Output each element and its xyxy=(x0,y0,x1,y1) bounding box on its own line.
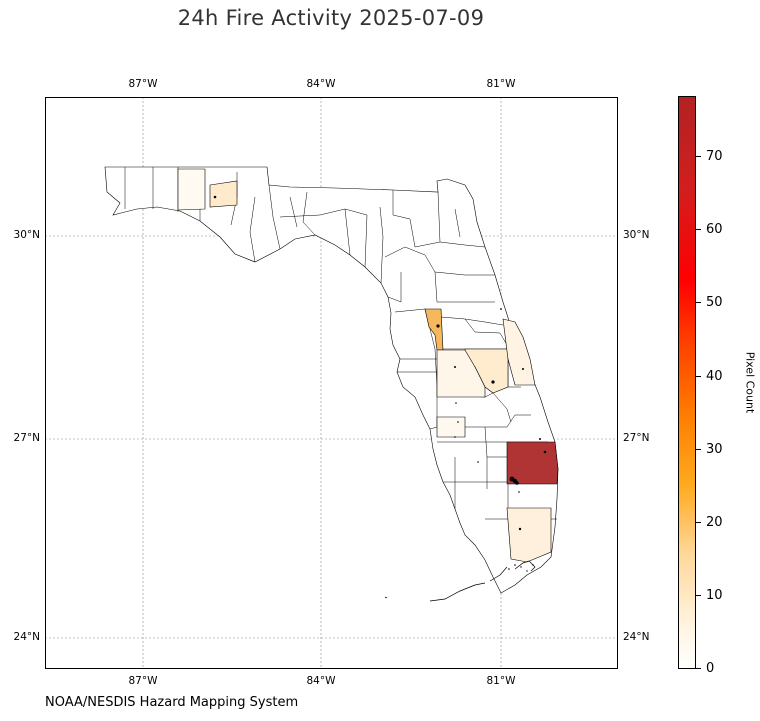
colorbar-label-70: 70 xyxy=(706,149,723,164)
colorbar-tick-10 xyxy=(696,595,701,596)
lon-tick-top-84: 84°W xyxy=(306,78,336,90)
map-title: 24h Fire Activity 2025-07-09 xyxy=(177,6,485,30)
lat-tick-left-24: 24°N xyxy=(13,631,40,643)
county-okaloosa xyxy=(209,180,238,208)
lat-tick-left-27: 27°N xyxy=(13,432,40,444)
data-source-credit: NOAA/NESDIS Hazard Mapping System xyxy=(45,695,299,710)
county-brevard xyxy=(502,318,536,386)
lat-tick-right-24: 24°N xyxy=(623,631,650,643)
colorbar xyxy=(678,96,696,669)
florida-keys xyxy=(384,560,536,602)
colorbar-title: Pixel Count xyxy=(743,351,757,414)
colorbar-tick-50 xyxy=(696,302,701,303)
lon-tick-top-87: 87°W xyxy=(128,78,158,90)
colorbar-tick-60 xyxy=(696,229,701,230)
lon-tick-bottom-87: 87°W xyxy=(128,675,158,687)
county-polk xyxy=(436,349,486,398)
colorbar-tick-20 xyxy=(696,522,701,523)
colorbar-tick-30 xyxy=(696,449,701,450)
lat-tick-right-30: 30°N xyxy=(623,229,650,241)
colorbar-tick-0 xyxy=(696,668,701,669)
lat-tick-left-30: 30°N xyxy=(13,229,40,241)
fire-points xyxy=(213,195,547,572)
lat-tick-right-27: 27°N xyxy=(623,432,650,444)
colorbar-label-0: 0 xyxy=(706,661,715,676)
lon-tick-top-81: 81°W xyxy=(486,78,516,90)
county-walton xyxy=(177,168,206,211)
colorbar-label-30: 30 xyxy=(706,442,723,457)
colorbar-tick-70 xyxy=(696,156,701,157)
lon-tick-bottom-81: 81°W xyxy=(486,675,516,687)
colorbar-label-40: 40 xyxy=(706,369,723,384)
map-frame xyxy=(45,97,618,669)
colorbar-label-60: 60 xyxy=(706,222,723,237)
colorbar-label-50: 50 xyxy=(706,295,723,310)
colorbar-label-10: 10 xyxy=(706,588,723,603)
county-miami-dade xyxy=(506,507,552,563)
lon-tick-bottom-84: 84°W xyxy=(306,675,336,687)
colorbar-tick-40 xyxy=(696,376,701,377)
map-canvas xyxy=(45,97,618,669)
colorbar-label-20: 20 xyxy=(706,515,723,530)
